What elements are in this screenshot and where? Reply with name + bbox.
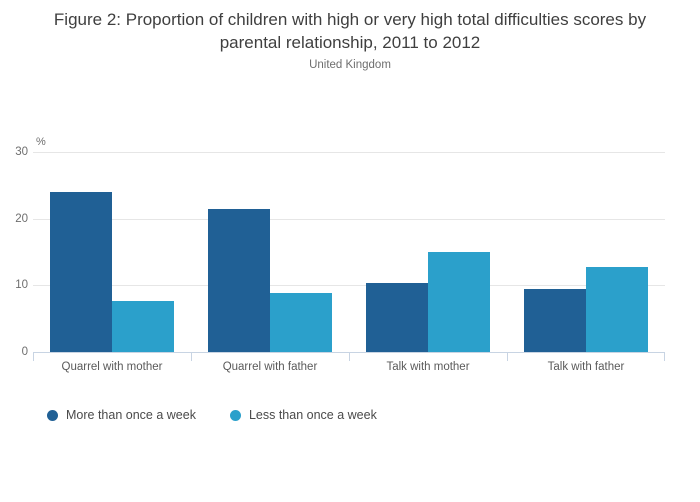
bar-group-4	[507, 152, 665, 352]
x-axis-label: Talk with father	[547, 361, 625, 373]
x-axis-tick	[33, 353, 34, 361]
bar-group-2	[191, 152, 349, 352]
x-axis-tick	[349, 353, 350, 361]
bar-series2-cat1	[112, 300, 174, 352]
bar-series1-cat2	[208, 209, 270, 352]
y-axis-unit-label: %	[36, 136, 46, 148]
chart-title: Figure 2: Proportion of children with hi…	[53, 10, 647, 52]
x-axis-tick	[191, 353, 192, 361]
bar-series2-cat3	[428, 252, 490, 352]
gridline-20	[33, 218, 665, 220]
chart-subtitle: United Kingdom	[309, 59, 391, 71]
x-axis-tick	[507, 353, 508, 361]
legend-label: Less than once a week	[248, 408, 377, 422]
legend-label: More than once a week	[66, 408, 196, 422]
legend-item: More than once a week	[47, 408, 196, 422]
bar-group-1	[33, 152, 191, 352]
bar-series1-cat3	[366, 282, 428, 352]
y-axis-tick-label: 0	[21, 346, 28, 358]
legend-item: Less than once a week	[229, 408, 377, 422]
gridline-10	[33, 285, 665, 287]
x-axis-label: Quarrel with mother	[61, 361, 163, 373]
bar-group-3	[349, 152, 507, 352]
bar-series1-cat4	[524, 288, 586, 352]
x-axis-tick	[664, 353, 665, 361]
y-axis-tick-label: 20	[15, 212, 28, 225]
gridline-30	[33, 152, 665, 153]
x-axis-label: Talk with mother	[386, 361, 470, 373]
legend-marker-icon	[47, 409, 58, 421]
bar-series2-cat2	[270, 292, 332, 352]
bar-series2-cat4	[586, 266, 648, 352]
chart-legend: More than once a week Less than once a we…	[47, 408, 377, 422]
legend-marker-icon	[229, 409, 241, 421]
bar-series1-cat1	[50, 192, 112, 352]
x-axis-labels: Quarrel with mother Quarrel with father Ta…	[33, 361, 665, 373]
plot-area	[33, 152, 665, 361]
x-axis-label: Quarrel with father	[222, 361, 318, 373]
y-axis-tick-label: 10	[15, 279, 28, 292]
y-axis-tick-label: 30	[15, 146, 28, 158]
